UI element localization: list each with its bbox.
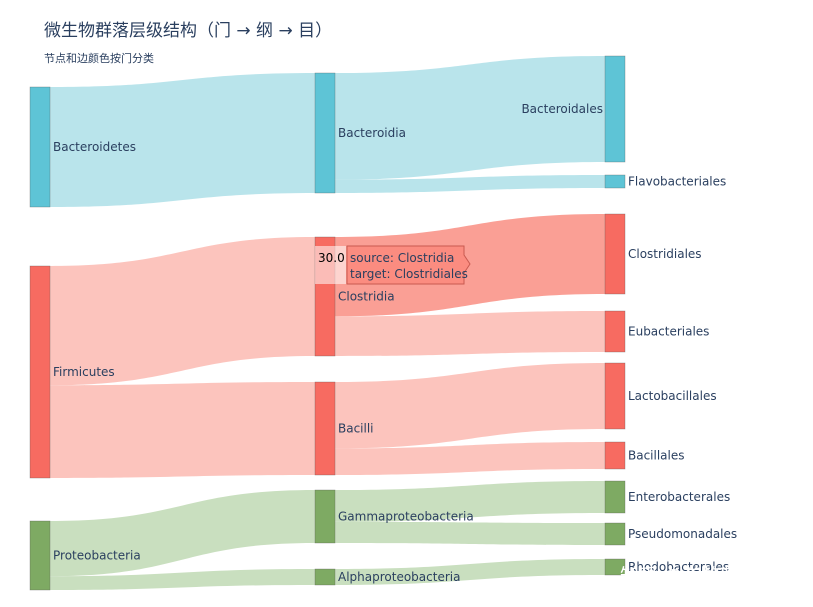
link-bacteroidia-to-flavobacteriales[interactable] [335,175,605,193]
node-label-proteobacteria: Proteobacteria [53,549,141,563]
tooltip-target: target: Clostridiales [350,267,468,281]
node-label-clostridiales: Clostridiales [628,247,702,261]
node-label-eubacteriales: Eubacteriales [628,325,709,339]
node-lactobacillales[interactable] [604,362,626,430]
node-gammaproteobacteria[interactable] [314,489,336,544]
node-label-rhodobacterales: Rhodobacterales [628,560,729,574]
hover-tooltip: 30.0 source: Clostridia target: Clostrid… [315,245,471,285]
link-gammaproteobacteria-to-enterobacterales[interactable] [335,481,605,522]
link-proteobacteria-to-alphaproteobacteria[interactable] [50,569,315,590]
links-layer [50,56,605,590]
link-bacilli-to-bacillales[interactable] [335,442,605,475]
labels-layer: Bacteroidetes Firmicutes Proteobacteria Bac… [53,102,737,584]
link-gammaproteobacteria-to-pseudomonadales[interactable] [335,521,605,545]
watermark: 知乎 @美格基因 [620,565,759,587]
link-firmicutes-to-clostridia[interactable] [50,237,315,386]
tooltip-box [346,245,471,285]
node-label-pseudomonadales: Pseudomonadales [628,527,737,541]
tooltip-value-box [315,246,346,284]
node-eubacteriales[interactable] [604,310,626,353]
node-label-firmicutes: Firmicutes [53,365,115,379]
link-bacilli-to-lactobacillales[interactable] [335,363,605,449]
node-bacteroidetes[interactable] [29,86,51,208]
tooltip-source: source: Clostridia [350,251,454,265]
node-label-alphaproteobacteria: Alphaproteobacteria [338,570,460,584]
node-label-bacteroidia: Bacteroidia [338,126,406,140]
node-rhodobacterales[interactable] [604,558,626,576]
link-bacteroidetes-to-bacteroidia[interactable] [50,73,315,207]
tooltip-value: 30.0 [318,251,345,265]
node-proteobacteria[interactable] [29,520,51,591]
link-clostridia-to-clostridiales[interactable] [335,214,605,317]
node-label-gammaproteobacteria: Gammaproteobacteria [338,510,474,524]
node-alphaproteobacteria[interactable] [314,568,336,586]
link-firmicutes-to-bacilli[interactable] [50,382,315,478]
chart-subtitle: 节点和边颜色按门分类 [44,51,154,65]
node-label-bacteroidales: Bacteroidales [521,102,603,116]
node-pseudomonadales[interactable] [604,522,626,546]
node-label-bacteroidetes: Bacteroidetes [53,140,136,154]
node-label-bacilli: Bacilli [338,422,374,436]
link-alphaproteobacteria-to-rhodobacterales[interactable] [335,559,605,585]
node-bacteroidia[interactable] [314,72,336,194]
node-label-flavobacteriales: Flavobacteriales [628,175,726,189]
node-firmicutes[interactable] [29,265,51,479]
node-label-enterobacterales: Enterobacterales [628,490,730,504]
node-bacillales[interactable] [604,441,626,470]
node-enterobacterales[interactable] [604,480,626,514]
node-label-bacillales: Bacillales [628,449,685,463]
link-bacteroidia-to-bacteroidales[interactable] [335,56,605,180]
link-proteobacteria-to-gammaproteobacteria[interactable] [50,490,315,577]
nodes-layer [29,55,626,591]
node-bacteroidales[interactable] [604,55,626,163]
chart-title: 微生物群落层级结构（门 → 纲 → 目） [44,21,332,41]
node-label-clostridia: Clostridia [338,290,395,304]
node-bacilli[interactable] [314,381,336,476]
link-clostridia-to-eubacteriales[interactable] [335,311,605,356]
node-clostridiales[interactable] [604,213,626,295]
node-label-lactobacillales: Lactobacillales [628,389,717,403]
node-flavobacteriales[interactable] [604,174,626,189]
